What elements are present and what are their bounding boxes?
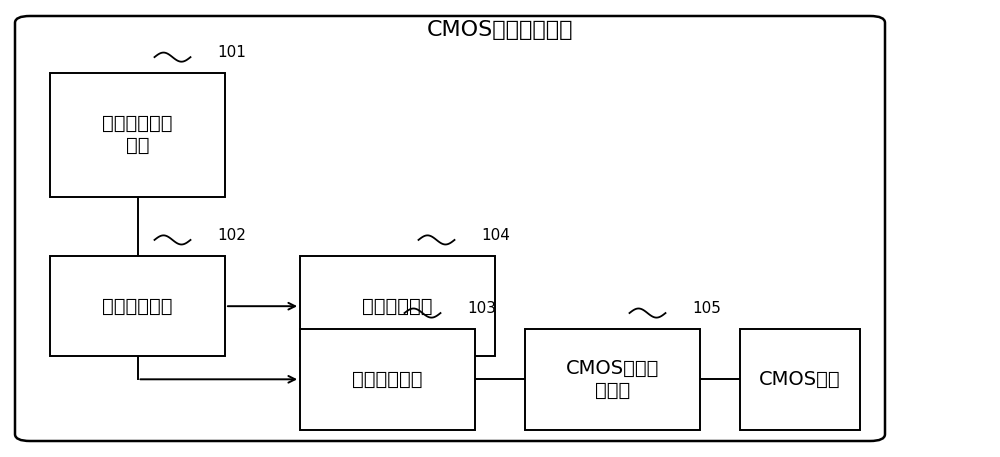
Bar [525, 329, 700, 430]
Text: 101: 101 [217, 45, 246, 60]
Text: 复位信号输出
电路: 复位信号输出 电路 [102, 114, 173, 155]
Text: 103: 103 [467, 301, 496, 316]
Text: 104: 104 [482, 228, 510, 243]
Bar [50, 256, 225, 356]
Text: 第二延时模块: 第二延时模块 [352, 370, 423, 389]
Text: CMOS芯片: CMOS芯片 [759, 370, 841, 389]
Text: 嵌入式控制器: 嵌入式控制器 [362, 297, 433, 316]
FancyBboxPatch shape [15, 16, 885, 441]
Text: CMOS数据清
除模块: CMOS数据清 除模块 [566, 359, 659, 400]
Bar [740, 329, 860, 430]
Text: 105: 105 [692, 301, 721, 316]
Text: CMOS数据清除电路: CMOS数据清除电路 [427, 20, 573, 40]
Text: 102: 102 [217, 228, 246, 243]
Bar [50, 73, 225, 197]
Bar [300, 329, 475, 430]
Bar [300, 256, 495, 356]
Text: 第一延时模块: 第一延时模块 [102, 297, 173, 316]
